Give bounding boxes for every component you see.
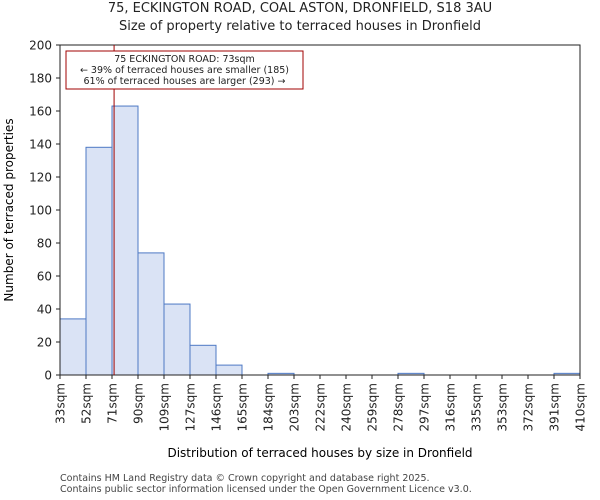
- x-tick-label: 391sqm: [548, 383, 562, 431]
- x-tick-label: 127sqm: [184, 383, 198, 431]
- x-tick-label: 297sqm: [418, 383, 432, 431]
- plot-area: [59, 44, 581, 376]
- histogram-bar: [85, 146, 113, 376]
- footer-licence: Contains public sector information licen…: [60, 484, 472, 495]
- chart-title-address: 75, ECKINGTON ROAD, COAL ASTON, DRONFIEL…: [107, 1, 493, 16]
- x-tick-label: 240sqm: [340, 383, 354, 431]
- y-axis-label: Number of terraced properties: [2, 118, 16, 301]
- x-tick-label: 184sqm: [262, 383, 276, 431]
- y-tick-label: 180: [29, 72, 52, 86]
- x-tick-label: 316sqm: [444, 383, 458, 431]
- x-tick-label: 259sqm: [366, 383, 380, 431]
- x-tick-label: 109sqm: [158, 383, 172, 431]
- x-tick-label: 33sqm: [54, 383, 68, 424]
- x-tick-label: 203sqm: [288, 383, 302, 431]
- y-tick-label: 80: [37, 237, 52, 251]
- x-tick-label: 372sqm: [522, 383, 536, 431]
- histogram-chart: 0 20 40 60 80 100 120 140 160 180 200 33sqm 52sqm 71…: [2, 39, 588, 461]
- annotation-line-2: ← 39% of terraced houses are smaller (18…: [80, 65, 289, 76]
- x-axis-label: Distribution of terraced houses by size …: [167, 446, 472, 460]
- histogram-bar: [189, 344, 217, 376]
- x-tick-label: 410sqm: [574, 383, 588, 431]
- y-tick-label: 0: [44, 369, 52, 383]
- x-tick-label: 71sqm: [106, 383, 120, 424]
- footer-copyright: Contains HM Land Registry data © Crown c…: [60, 473, 430, 484]
- y-tick-label: 200: [29, 39, 52, 53]
- y-tick-label: 120: [29, 171, 52, 185]
- x-tick-label: 52sqm: [80, 383, 94, 424]
- histogram-bar: [137, 252, 165, 376]
- x-tick-label: 146sqm: [210, 383, 224, 431]
- x-tick-label: 353sqm: [496, 383, 510, 431]
- y-tick-label: 60: [37, 270, 52, 284]
- y-tick-label: 40: [37, 303, 52, 317]
- x-tick-label: 222sqm: [314, 383, 328, 431]
- x-tick-label: 90sqm: [132, 383, 146, 424]
- histogram-bar: [215, 364, 243, 376]
- y-tick-label: 160: [29, 105, 52, 119]
- y-tick-label: 100: [29, 204, 52, 218]
- annotation-line-3: 61% of terraced houses are larger (293) …: [84, 76, 286, 87]
- y-tick-label: 140: [29, 138, 52, 152]
- x-tick-label: 278sqm: [392, 383, 406, 431]
- x-tick-label: 335sqm: [470, 383, 484, 431]
- x-tick-label: 165sqm: [236, 383, 250, 431]
- chart-title: Size of property relative to terraced ho…: [118, 19, 482, 34]
- histogram-bar: [59, 318, 87, 376]
- histogram-bar: [111, 105, 139, 376]
- property-annotation: 75 ECKINGTON ROAD: 73sqm ← 39% of terrac…: [65, 50, 304, 90]
- histogram-bar: [163, 303, 191, 376]
- annotation-line-1: 75 ECKINGTON ROAD: 73sqm: [114, 54, 255, 65]
- y-tick-label: 20: [37, 336, 52, 350]
